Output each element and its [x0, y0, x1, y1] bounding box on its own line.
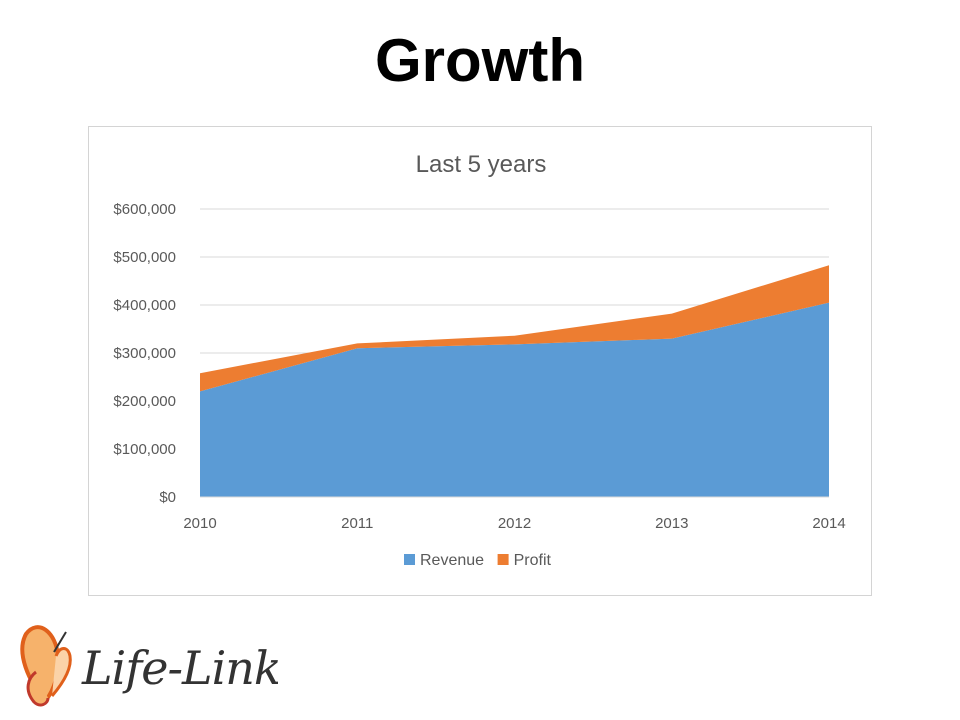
x-tick-label: 2014	[812, 515, 845, 532]
x-tick-label: 2011	[341, 515, 373, 532]
legend-label-revenue: Revenue	[420, 552, 484, 569]
y-tick-label: $100,000	[113, 441, 176, 458]
butterfly-icon	[20, 625, 72, 707]
x-tick-label: 2013	[655, 515, 688, 532]
x-tick-label: 2012	[498, 515, 531, 532]
life-links-logo: Life-Links	[20, 625, 278, 707]
chart-title: Last 5 years	[416, 151, 547, 178]
legend-swatch-revenue	[404, 554, 415, 565]
area-series-revenue	[200, 302, 829, 497]
chart-frame: Last 5 years $0 $100,000 $200,000 $300,000 $4…	[88, 126, 872, 596]
x-tick-label: 2010	[183, 515, 216, 532]
y-tick-label: $400,000	[113, 297, 176, 314]
y-tick-label: $200,000	[113, 393, 176, 410]
legend-label-profit: Profit	[514, 552, 552, 569]
legend-swatch-profit	[497, 554, 509, 565]
y-tick-label: $500,000	[113, 249, 176, 266]
slide-title: Growth	[375, 27, 585, 94]
logo-text: Life-Links	[81, 641, 278, 695]
y-tick-label: $600,000	[113, 201, 176, 218]
y-tick-label: $0	[159, 489, 176, 506]
area-series-profit	[200, 265, 829, 392]
area-chart: Last 5 years $0 $100,000 $200,000 $300,000 $4…	[113, 151, 845, 569]
y-tick-label: $300,000	[113, 345, 176, 362]
